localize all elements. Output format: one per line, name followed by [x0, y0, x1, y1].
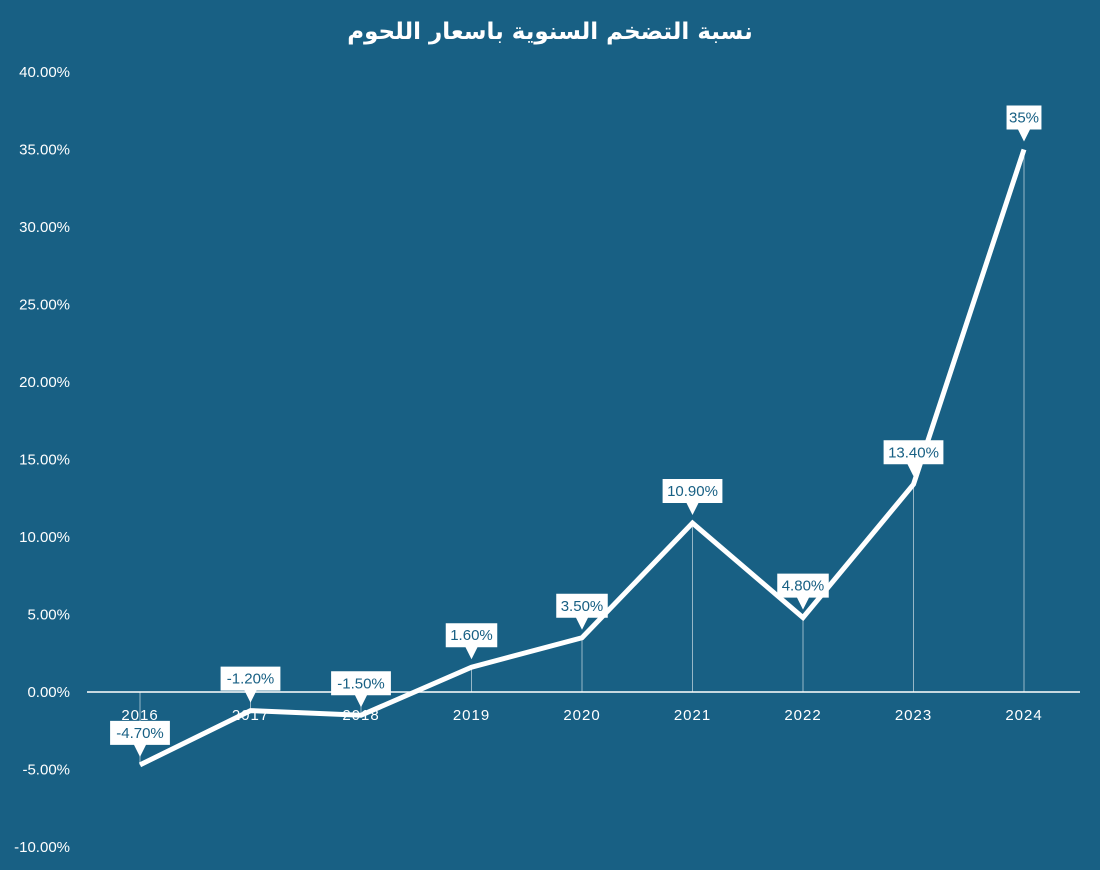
y-tick-label: 5.00% — [27, 607, 70, 624]
data-label: 3.50% — [556, 593, 608, 630]
data-label-text: 3.50% — [561, 598, 604, 615]
chart-title: نسبة التضخم السنوية باسعار اللحوم — [347, 19, 752, 45]
data-label-box — [220, 666, 281, 703]
data-label: 1.60% — [445, 623, 498, 660]
data-label-box — [110, 720, 170, 757]
data-label: -1.20% — [220, 666, 281, 703]
y-tick-label: 20.00% — [19, 374, 70, 391]
data-label-box — [662, 479, 723, 516]
x-tick-label: 2019 — [453, 707, 490, 724]
data-label-box — [777, 573, 829, 610]
data-label: 4.80% — [777, 573, 829, 610]
x-tick-label: 2021 — [674, 707, 711, 724]
data-label-text: 13.40% — [888, 444, 939, 461]
data-label: -1.50% — [331, 671, 391, 708]
series-line — [138, 148, 1027, 768]
data-label-text: -1.20% — [227, 671, 275, 688]
y-tick-label: 25.00% — [19, 297, 70, 314]
y-tick-label: -10.00% — [14, 839, 70, 856]
y-tick-label: 35.00% — [19, 142, 70, 159]
y-tick-label: 0.00% — [27, 684, 70, 701]
data-label: 10.90% — [662, 479, 723, 516]
data-label-box — [883, 440, 944, 477]
x-tick-label: 2023 — [895, 707, 932, 724]
data-label-text: 35% — [1009, 110, 1039, 127]
data-label: 13.40% — [883, 440, 944, 477]
data-label-box — [1006, 105, 1042, 142]
data-label-text: 1.60% — [450, 627, 493, 644]
data-label-box — [445, 623, 498, 660]
x-tick-label: 2016 — [121, 707, 158, 724]
y-axis-tick-labels: 40.00% 35.00% 30.00% 25.00% 20.00% 15.00% 10.0… — [14, 64, 70, 856]
data-label: -4.70% — [110, 720, 170, 757]
data-labels: -4.70% -1.20% -1.50% 1.60% 3.50% 10.90% 4.80% 1… — [110, 105, 1042, 757]
x-tick-label: 2024 — [1005, 707, 1042, 724]
y-tick-label: -5.00% — [22, 762, 70, 779]
x-axis-tick-labels: 2016 2017 2018 2019 2020 2021 2022 2023 2024 — [121, 707, 1042, 724]
y-tick-label: 40.00% — [19, 64, 70, 81]
data-label-text: -4.70% — [116, 725, 164, 742]
data-label-box — [556, 593, 608, 630]
data-label-text: 10.90% — [667, 483, 718, 500]
data-label-text: 4.80% — [782, 578, 825, 595]
data-label-box — [331, 671, 391, 708]
x-tick-label: 2022 — [784, 707, 821, 724]
y-tick-label: 10.00% — [19, 529, 70, 546]
y-tick-label: 15.00% — [19, 452, 70, 469]
data-label-text: -1.50% — [337, 675, 385, 692]
data-label: 35% — [1006, 105, 1042, 142]
x-tick-label: 2020 — [563, 707, 600, 724]
y-tick-label: 30.00% — [19, 219, 70, 236]
